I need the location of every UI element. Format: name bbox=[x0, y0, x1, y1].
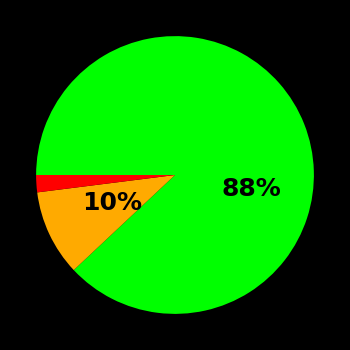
Wedge shape bbox=[36, 36, 314, 314]
Wedge shape bbox=[36, 175, 175, 192]
Text: 88%: 88% bbox=[222, 177, 281, 201]
Wedge shape bbox=[37, 175, 175, 270]
Text: 10%: 10% bbox=[83, 191, 142, 215]
